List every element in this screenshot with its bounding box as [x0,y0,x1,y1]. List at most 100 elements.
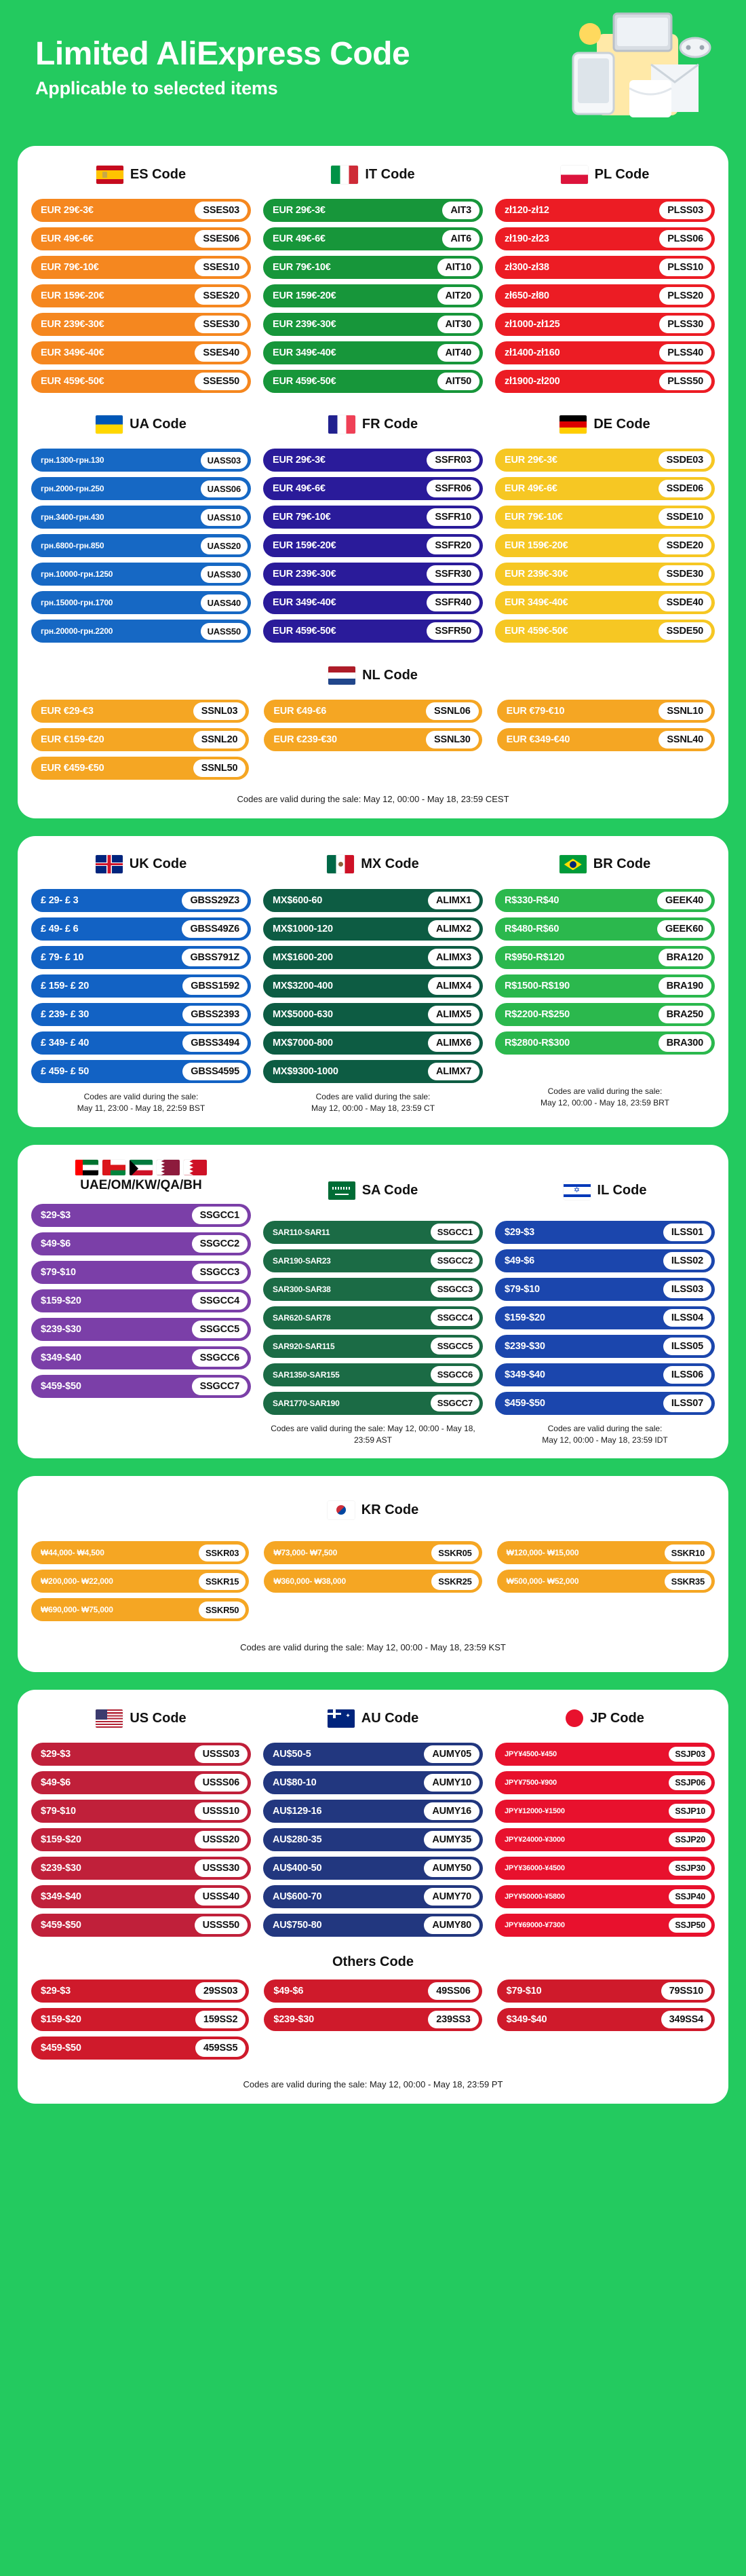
code-value[interactable]: SSGCC7 [430,1395,479,1412]
code-row[interactable]: $349-$40 349SS4 [496,2008,715,2032]
code-value[interactable]: SSES50 [195,373,248,390]
code-value[interactable]: USSS03 [194,1745,248,1764]
code-value[interactable]: ILSS06 [663,1365,711,1384]
code-row[interactable]: EUR €29-€3 SSNL03 [31,700,250,723]
code-value[interactable]: PLSS40 [659,344,711,362]
code-value[interactable]: PLSS20 [659,287,711,305]
code-row[interactable]: $49-$6 49SS06 [264,1980,482,2003]
code-value[interactable]: 159SS2 [195,2011,246,2029]
code-value[interactable]: BRA120 [658,948,711,966]
code-value[interactable]: SSGCC6 [191,1348,248,1367]
code-value[interactable]: SSDE06 [658,480,711,497]
code-row[interactable]: $29-$3 ILSS01 [495,1220,715,1244]
code-value[interactable]: PLSS10 [659,259,711,276]
code-value[interactable]: SSGCC5 [430,1338,479,1355]
code-row[interactable]: $159-$20 ILSS04 [495,1306,715,1329]
code-row[interactable]: JPY¥4500-¥450 SSJP03 [495,1743,715,1766]
code-row[interactable]: EUR 349€-40€ AIT40 [263,341,483,364]
code-row[interactable]: $239-$30 SSGCC5 [31,1317,251,1341]
code-value[interactable]: ILSS05 [663,1337,711,1355]
code-value[interactable]: SSJP30 [669,1861,711,1876]
code-row[interactable]: SAR190-SAR23 SSGCC2 [263,1249,483,1272]
code-row[interactable]: EUR 159€-20€ SSFR20 [263,534,483,557]
code-value[interactable]: 459SS5 [195,2039,246,2058]
code-value[interactable]: SSNL40 [659,731,711,749]
code-row[interactable]: AU$400-50 AUMY50 [263,1857,483,1880]
code-row[interactable]: ₩360,000- ₩38,000 SSKR25 [264,1570,482,1593]
code-row[interactable]: EUR 239€-30€ SSFR30 [263,563,483,586]
code-row[interactable]: R$1500-R$190 BRA190 [495,974,715,998]
code-value[interactable]: SSGCC2 [191,1234,248,1253]
code-row[interactable]: EUR 459€-50€ SSDE50 [495,620,715,643]
code-value[interactable]: ALIMX6 [428,1034,479,1052]
code-value[interactable]: SSES40 [195,344,248,362]
code-row[interactable]: EUR 49€-6€ SSDE06 [495,477,715,500]
code-row[interactable]: EUR 349€-40€ SSFR40 [263,591,483,614]
code-value[interactable]: SSGCC7 [191,1377,248,1395]
code-row[interactable]: SAR1770-SAR190 SSGCC7 [263,1391,483,1415]
code-row[interactable]: AU$600-70 AUMY70 [263,1885,483,1909]
code-value[interactable]: AIT10 [437,259,479,276]
code-row[interactable]: JPY¥50000-¥5800 SSJP40 [495,1885,715,1909]
code-row[interactable]: EUR 79€-10€ AIT10 [263,256,483,279]
code-value[interactable]: SSDE40 [658,594,711,611]
code-value[interactable]: AUMY10 [424,1774,479,1792]
code-row[interactable]: JPY¥7500-¥900 SSJP06 [495,1771,715,1795]
code-value[interactable]: BRA300 [658,1034,711,1052]
code-row[interactable]: $239-$30 USSS30 [31,1857,251,1880]
code-value[interactable]: SSDE20 [658,537,711,554]
code-value[interactable]: ALIMX1 [428,891,479,909]
code-value[interactable]: BRA190 [658,977,711,995]
code-row[interactable]: ₩44,000- ₩4,500 SSKR03 [31,1541,250,1565]
code-value[interactable]: SSKR03 [198,1544,246,1561]
code-value[interactable]: GEEK60 [656,920,711,938]
code-row[interactable]: MX$1000-120 ALIMX2 [263,917,483,941]
code-value[interactable]: USSS40 [194,1888,248,1906]
code-value[interactable]: 349SS4 [661,2011,711,2029]
code-value[interactable]: ALIMX5 [428,1005,479,1023]
code-value[interactable]: ILSS01 [663,1223,711,1241]
code-row[interactable]: R$2800-R$300 BRA300 [495,1031,715,1055]
code-value[interactable]: AIT6 [442,230,479,248]
code-row[interactable]: EUR 159€-20€ SSES20 [31,284,251,307]
code-row[interactable]: $79-$10 SSGCC3 [31,1260,251,1284]
code-value[interactable]: SSNL50 [193,759,246,777]
code-row[interactable]: EUR 349€-40€ SSES40 [31,341,251,364]
code-row[interactable]: EUR €49-€6 SSNL06 [264,700,482,723]
code-row[interactable]: EUR 49€-6€ SSFR06 [263,477,483,500]
code-value[interactable]: PLSS03 [659,202,711,219]
code-value[interactable]: AIT20 [437,287,479,305]
code-value[interactable]: SSDE10 [658,508,711,526]
code-row[interactable]: $79-$10 USSS10 [31,1800,251,1823]
code-value[interactable]: SSGCC6 [430,1366,479,1384]
code-value[interactable]: SSFR06 [427,480,479,497]
code-row[interactable]: ₩690,000- ₩75,000 SSKR50 [31,1598,250,1622]
code-value[interactable]: AIT30 [437,316,479,333]
code-value[interactable]: UASS30 [200,565,248,583]
code-value[interactable]: GBSS791Z [182,948,248,966]
code-row[interactable]: EUR 349€-40€ SSDE40 [495,591,715,614]
code-row[interactable]: EUR €459-€50 SSNL50 [31,757,250,780]
code-value[interactable]: SSKR05 [431,1544,479,1561]
code-row[interactable]: MX$600-60 ALIMX1 [263,888,483,912]
code-row[interactable]: R$330-R$40 GEEK40 [495,888,715,912]
code-row[interactable]: $79-$10 ILSS03 [495,1277,715,1301]
code-value[interactable]: 29SS03 [195,1982,246,2001]
code-value[interactable]: SSGCC1 [430,1224,479,1241]
code-value[interactable]: AIT50 [437,373,479,390]
code-value[interactable]: SSGCC2 [430,1252,479,1270]
code-row[interactable]: EUR 29€-3€ SSES03 [31,199,251,222]
code-row[interactable]: $79-$10 79SS10 [496,1980,715,2003]
code-row[interactable]: SAR1350-SAR155 SSGCC6 [263,1363,483,1386]
code-row[interactable]: EUR 459€-50€ SSFR50 [263,620,483,643]
code-row[interactable]: EUR 49€-6€ SSES06 [31,227,251,250]
code-value[interactable]: SSES30 [195,316,248,333]
code-value[interactable]: AUMY05 [424,1745,479,1764]
code-value[interactable]: AUMY35 [424,1831,479,1849]
code-row[interactable]: грн.2000-грн.250 UASS06 [31,477,251,500]
code-value[interactable]: ALIMX2 [428,920,479,938]
code-row[interactable]: EUR 79€-10€ SSDE10 [495,506,715,529]
code-row[interactable]: EUR 239€-30€ SSES30 [31,313,251,336]
code-row[interactable]: R$480-R$60 GEEK60 [495,917,715,941]
code-value[interactable]: SSNL20 [193,731,246,749]
